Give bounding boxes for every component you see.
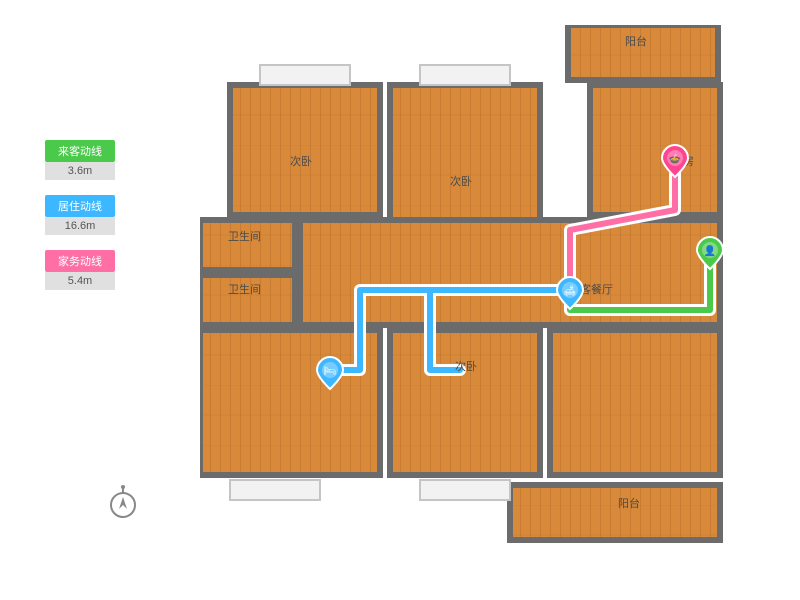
room-次卧2 xyxy=(390,85,540,235)
floorplan: 阳台次卧次卧厨房卫生间卫生间客餐厅主卧次卧阳台🍲👤🛋🛏 xyxy=(200,25,760,565)
room-label: 阳台 xyxy=(625,34,647,48)
legend-item-guest: 来客动线 3.6m xyxy=(45,140,115,180)
room-label: 客餐厅 xyxy=(580,282,613,296)
room-阳台 xyxy=(568,25,718,80)
room-label: 次卧 xyxy=(450,174,472,188)
room-卫生间2 xyxy=(200,275,295,325)
room-label: 次卧 xyxy=(455,359,477,373)
window xyxy=(230,480,320,500)
legend-item-housework: 家务动线 5.4m xyxy=(45,250,115,290)
legend-label: 家务动线 xyxy=(45,250,115,272)
svg-text:🍲: 🍲 xyxy=(669,153,681,165)
legend-value: 5.4m xyxy=(45,272,115,290)
room-厨房 xyxy=(590,85,720,215)
svg-text:🛋: 🛋 xyxy=(564,285,577,297)
room-主卧 xyxy=(200,330,380,475)
room-阳台2 xyxy=(510,485,720,540)
room-次卧3 xyxy=(390,330,540,475)
legend-panel: 来客动线 3.6m 居住动线 16.6m 家务动线 5.4m xyxy=(45,140,115,305)
legend-value: 3.6m xyxy=(45,162,115,180)
window xyxy=(420,65,510,85)
legend-label: 居住动线 xyxy=(45,195,115,217)
legend-label: 来客动线 xyxy=(45,140,115,162)
legend-value: 16.6m xyxy=(45,217,115,235)
svg-text:🛏: 🛏 xyxy=(324,366,337,377)
compass-icon xyxy=(105,485,141,521)
room-label: 次卧 xyxy=(290,154,312,168)
room-次卧1 xyxy=(230,85,380,215)
room-label: 卫生间 xyxy=(228,282,261,296)
room-label: 阳台 xyxy=(618,496,640,510)
room-卫生间1 xyxy=(200,220,295,270)
window xyxy=(260,65,350,85)
room-label: 卫生间 xyxy=(228,229,261,243)
window xyxy=(420,480,510,500)
legend-item-living: 居住动线 16.6m xyxy=(45,195,115,235)
svg-text:👤: 👤 xyxy=(704,244,716,257)
room-右下房 xyxy=(550,330,720,475)
